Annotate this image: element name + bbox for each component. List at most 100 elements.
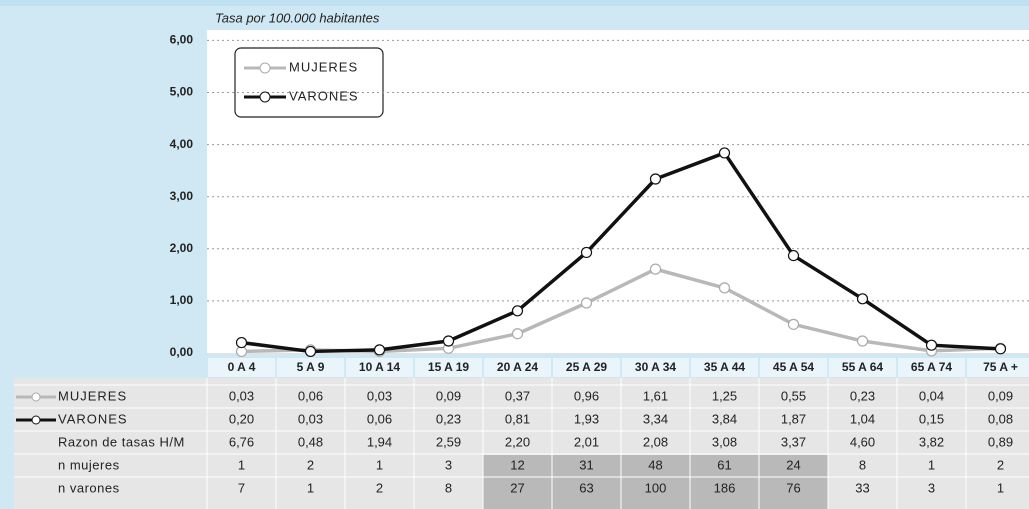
point [511, 328, 524, 340]
cell: 2,20 [505, 434, 530, 449]
x-tick-label: 20 A 24 [497, 360, 538, 374]
row-label: MUJERES [58, 388, 127, 403]
x-tick-label: 15 A 19 [428, 360, 469, 374]
header-cell [484, 358, 551, 377]
cell: 1 [376, 457, 383, 472]
cell: 0,09 [988, 388, 1013, 403]
row-label: VARONES [58, 411, 128, 426]
cell: 0,96 [574, 388, 599, 403]
cell: 1,93 [574, 411, 599, 426]
point [235, 336, 248, 349]
cell: 0,03 [298, 411, 323, 426]
cell: 1,25 [712, 388, 737, 403]
cell: 0,20 [229, 411, 254, 426]
point [649, 263, 662, 275]
point [994, 343, 1007, 355]
row-label: Razon de tasas H/M [58, 434, 185, 449]
legend [234, 47, 384, 118]
cell: 2 [997, 457, 1004, 472]
cell: 0,06 [367, 411, 392, 426]
row-legend-marker [31, 392, 41, 402]
point [649, 173, 662, 185]
cell: 2,01 [574, 434, 599, 449]
row-label: n mujeres [58, 457, 120, 472]
x-tick-label: 5 A 9 [297, 360, 325, 374]
cell: 48 [648, 457, 662, 472]
cell: 8 [445, 480, 452, 495]
point [718, 147, 731, 159]
cell: 0,37 [505, 388, 530, 403]
header-cell [967, 358, 1029, 377]
header-cell [622, 358, 689, 377]
legend-marker [259, 91, 271, 103]
shaded-cell [759, 455, 828, 509]
point [373, 344, 386, 356]
cell: 4,60 [850, 434, 875, 449]
y-tick-label: 0,00 [170, 345, 194, 359]
cell: 3,08 [712, 434, 737, 449]
cell: 6,76 [229, 434, 254, 449]
cell: 0,48 [298, 434, 323, 449]
row-label: n varones [58, 480, 120, 495]
cell: 100 [645, 480, 667, 495]
y-tick-label: 4,00 [170, 137, 194, 151]
cell: 0,81 [505, 411, 530, 426]
cell: 0,23 [850, 388, 875, 403]
cell: 61 [717, 457, 731, 472]
point [442, 335, 455, 347]
cell: 0,89 [988, 434, 1013, 449]
x-tick-label: 65 A 74 [911, 360, 952, 374]
cell: 76 [786, 480, 800, 495]
cell: 0,04 [919, 388, 944, 403]
cell: 3,37 [781, 434, 806, 449]
cell: 2 [376, 480, 383, 495]
header-cell [415, 358, 482, 377]
point [787, 318, 800, 330]
legend-label: MUJERES [289, 59, 358, 74]
cell: 3 [445, 457, 452, 472]
point [511, 305, 524, 317]
cell: 0,03 [229, 388, 254, 403]
cell: 7 [238, 480, 245, 495]
header-cell [691, 358, 758, 377]
cell: 12 [510, 457, 524, 472]
point [925, 339, 938, 351]
cell: 1 [928, 457, 935, 472]
cell: 8 [859, 457, 866, 472]
cell: 1 [997, 480, 1004, 495]
point [856, 293, 869, 305]
cell: 0,15 [919, 411, 944, 426]
shaded-cell [483, 455, 552, 509]
y-tick-label: 6,00 [170, 33, 194, 47]
header-cell [760, 358, 827, 377]
point [856, 335, 869, 347]
shaded-cell [552, 455, 621, 509]
row-legend-marker [31, 415, 41, 425]
cell: 63 [579, 480, 593, 495]
cell: 24 [786, 457, 800, 472]
cell: 1 [307, 480, 314, 495]
header-cell [553, 358, 620, 377]
point [304, 345, 317, 358]
x-tick-label: 55 A 64 [842, 360, 883, 374]
y-tick-label: 2,00 [170, 241, 194, 255]
shaded-cell [690, 455, 759, 509]
header-cell [346, 358, 413, 377]
header-cell [829, 358, 896, 377]
x-tick-label: 25 A 29 [566, 360, 607, 374]
legend-label: VARONES [289, 88, 359, 103]
y-tick-label: 3,00 [170, 189, 194, 203]
series-line [241, 151, 1001, 354]
legend-marker [259, 62, 271, 74]
cell: 0,08 [988, 411, 1013, 426]
header-cell [898, 358, 965, 377]
cell: 2 [307, 457, 314, 472]
cell: 0,55 [781, 388, 806, 403]
cell: 1,61 [643, 388, 668, 403]
x-tick-label: 75 A + [983, 360, 1018, 374]
cell: 0,09 [436, 388, 461, 403]
point [580, 246, 593, 259]
cell: 31 [579, 457, 593, 472]
cell: 33 [855, 480, 869, 495]
cell: 0,06 [298, 388, 323, 403]
